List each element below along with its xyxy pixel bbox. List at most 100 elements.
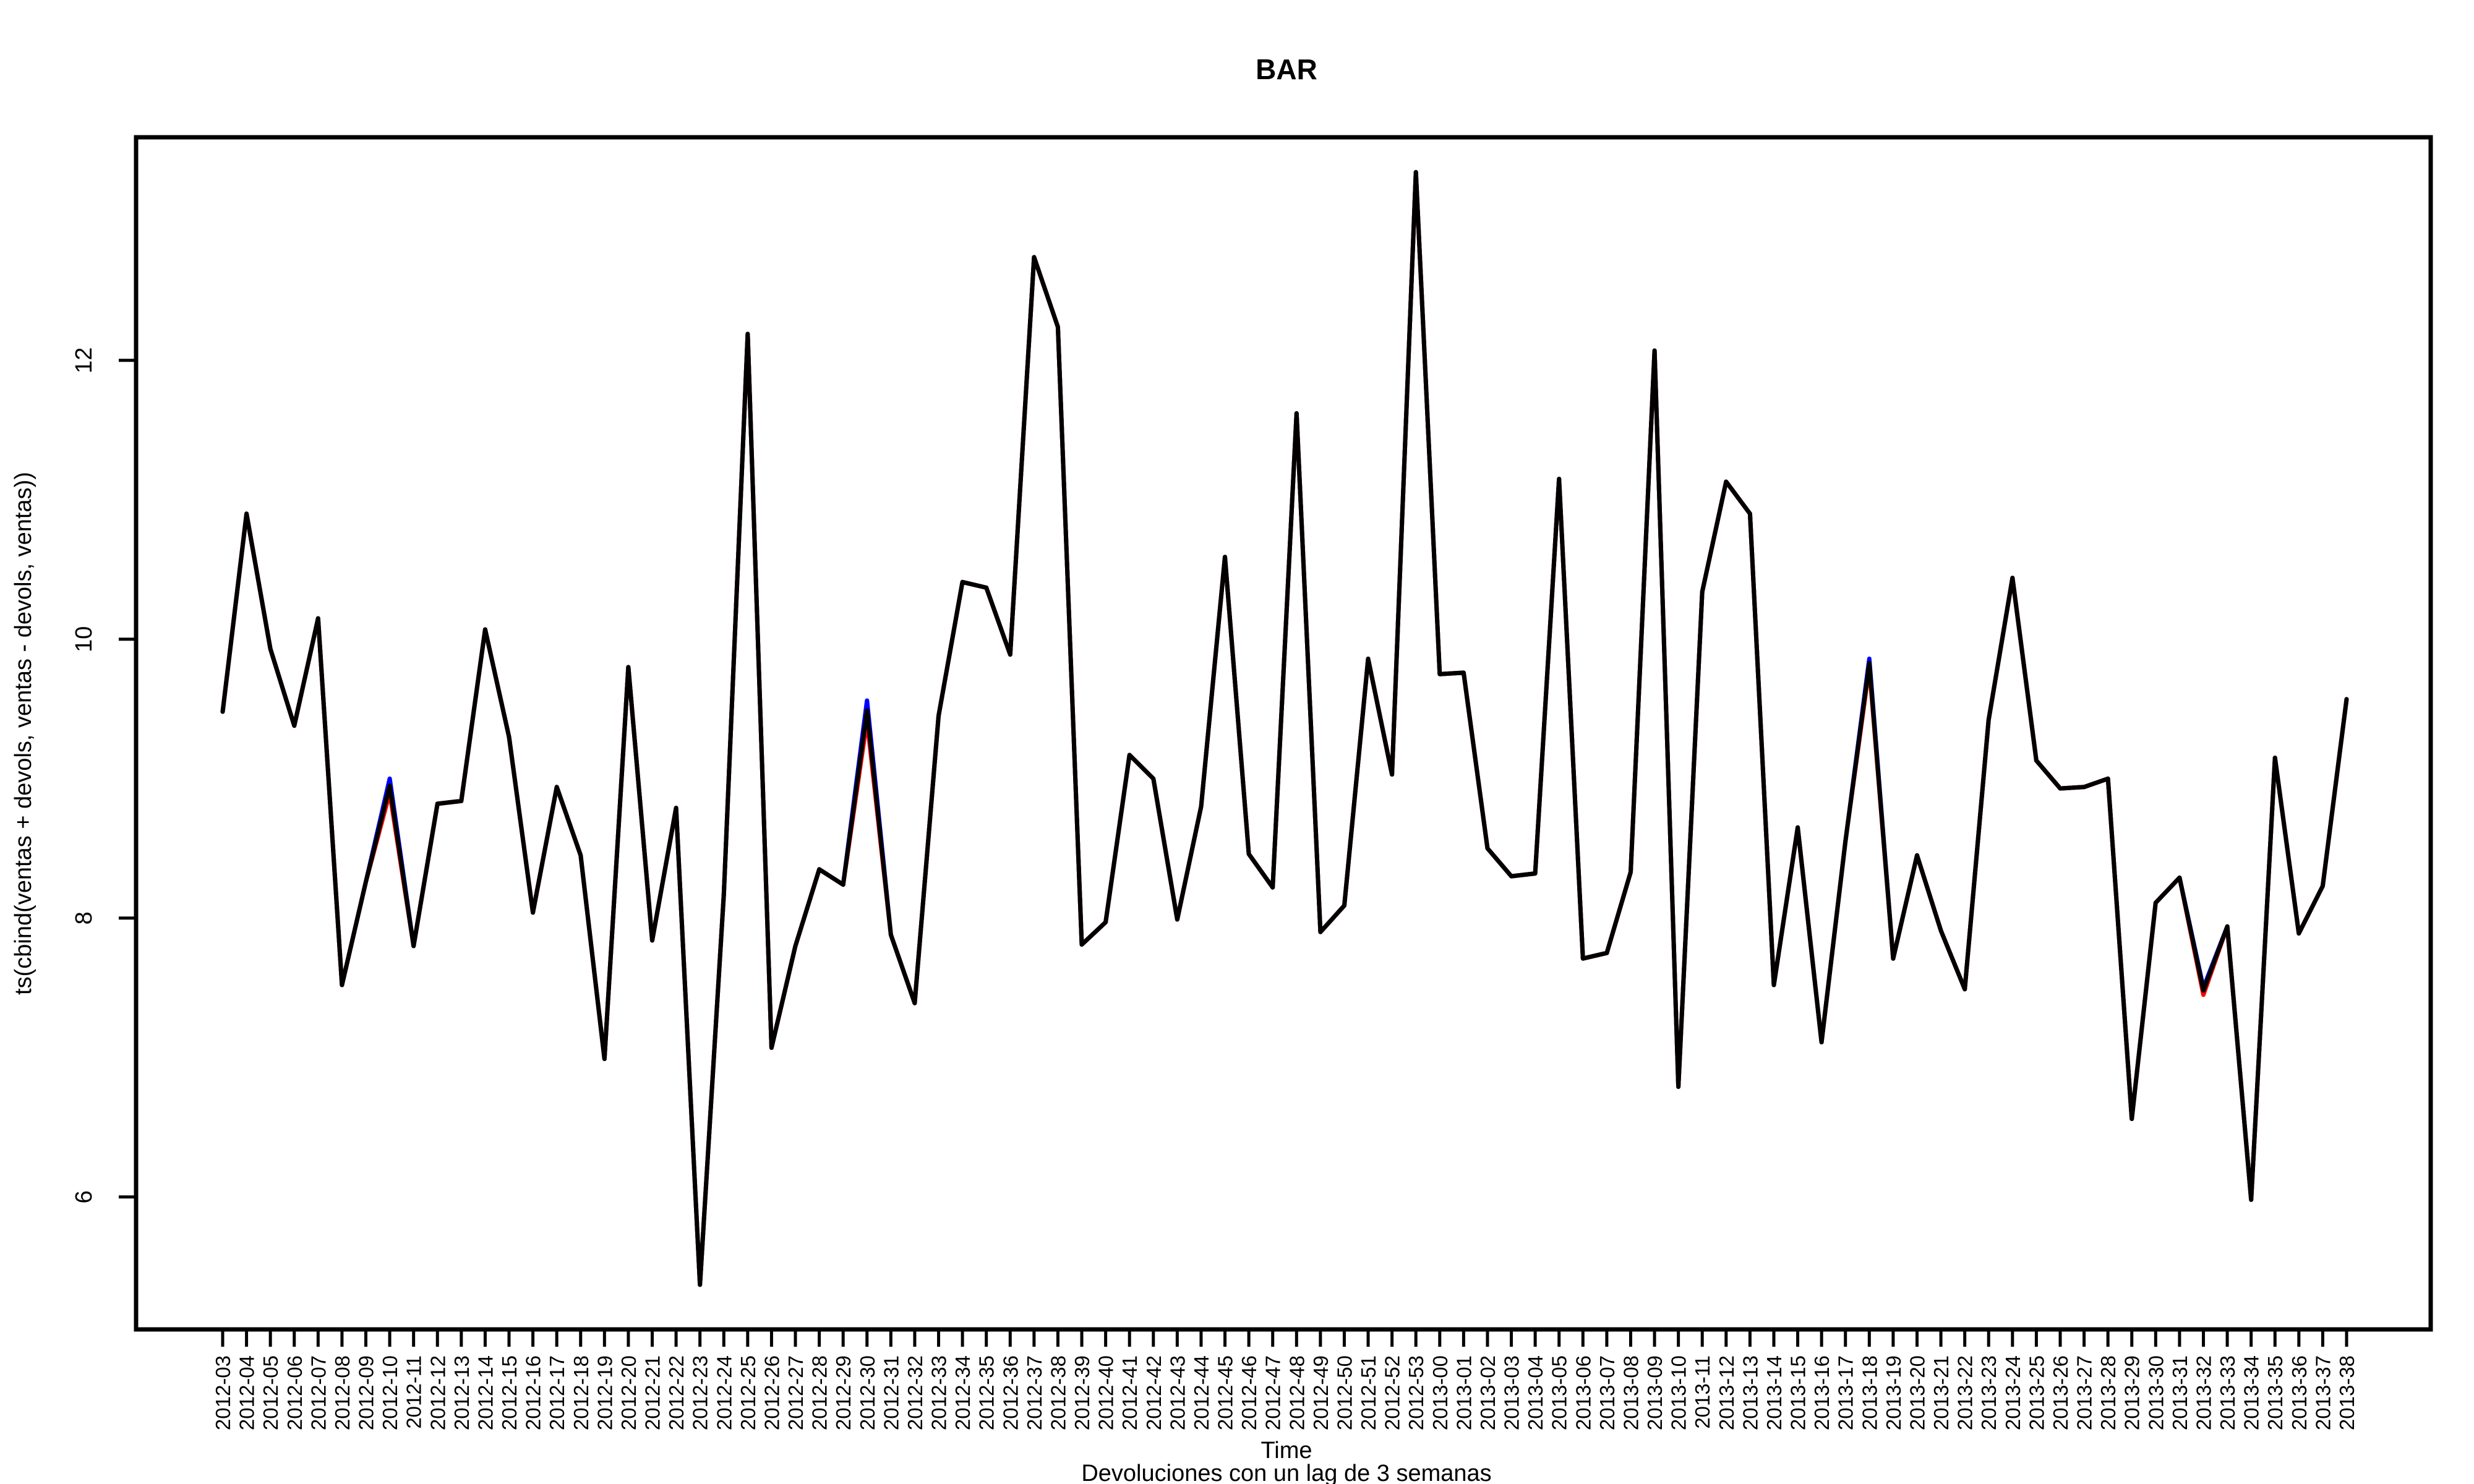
series-line-3 (220, 169, 2349, 1287)
x-tick-label: 2013-22 (1954, 1355, 1977, 1430)
x-tick-label: 2012-28 (808, 1355, 831, 1430)
x-tick-label: 2012-23 (689, 1355, 712, 1430)
x-tick-label: 2013-11 (1691, 1355, 1714, 1429)
x-tick-label: 2013-34 (2240, 1355, 2263, 1430)
y-tick-label: 10 (71, 626, 97, 652)
x-tick-label: 2012-37 (1023, 1355, 1046, 1430)
x-tick-label: 2012-27 (784, 1355, 807, 1430)
x-tick-label: 2012-16 (522, 1355, 545, 1430)
x-tick-label: 2012-52 (1381, 1355, 1404, 1430)
x-tick-label: 2013-12 (1715, 1355, 1738, 1430)
x-tick-label: 2013-03 (1500, 1355, 1523, 1430)
x-tick-label: 2012-26 (760, 1355, 783, 1430)
x-tick-label: 2012-33 (928, 1355, 951, 1430)
x-tick-label: 2012-04 (236, 1355, 259, 1430)
x-tick-label: 2013-32 (2192, 1355, 2215, 1430)
plot-frame (134, 135, 2433, 1332)
series-group (220, 169, 2349, 1287)
x-tick-label: 2012-45 (1214, 1355, 1237, 1430)
x-tick-label: 2012-08 (331, 1355, 354, 1430)
x-tick-label: 2013-18 (1858, 1355, 1881, 1430)
x-tick-label: 2012-42 (1142, 1355, 1165, 1430)
x-tick-label: 2013-13 (1739, 1355, 1761, 1430)
x-tick-label: 2013-31 (2168, 1355, 2191, 1430)
x-tick-label: 2012-48 (1285, 1355, 1308, 1430)
x-tick-label: 2012-05 (259, 1355, 282, 1430)
x-tick-label: 2013-26 (2049, 1355, 2072, 1430)
x-tick-label: 2013-08 (1619, 1355, 1642, 1430)
y-axis: 6 8 10 12 (71, 348, 136, 1203)
x-tick-label: 2013-02 (1476, 1355, 1499, 1430)
y-axis-label: ts(cbind(ventas + devols, ventas - devol… (11, 472, 36, 995)
x-tick-label: 2013-36 (2288, 1355, 2311, 1430)
x-tick-label: 2013-37 (2311, 1355, 2334, 1430)
x-tick-label: 2012-30 (856, 1355, 879, 1430)
x-tick-label: 2012-43 (1166, 1355, 1189, 1430)
x-tick-label: 2013-25 (2025, 1355, 2048, 1430)
x-tick-label: 2012-09 (355, 1355, 378, 1430)
series-1 (220, 169, 2349, 1287)
x-tick-label: 2012-18 (570, 1355, 593, 1430)
x-tick-label: 2012-49 (1309, 1355, 1332, 1430)
x-tick-label: 2012-11 (403, 1355, 426, 1429)
x-tick-label: 2013-27 (2073, 1355, 2096, 1430)
x-tick-label: 2012-53 (1405, 1355, 1427, 1430)
x-tick-label: 2013-38 (2335, 1355, 2358, 1430)
x-tick-label: 2012-06 (283, 1355, 306, 1430)
x-tick-label: 2012-07 (307, 1355, 330, 1430)
x-tick-label: 2012-34 (951, 1355, 974, 1430)
x-tick-label: 2012-29 (832, 1355, 855, 1430)
x-tick-label: 2013-19 (1882, 1355, 1905, 1430)
x-tick-label: 2012-17 (546, 1355, 568, 1430)
x-tick-label: 2013-23 (1977, 1355, 2000, 1430)
x-tick-label: 2012-35 (975, 1355, 998, 1430)
x-tick-label: 2012-51 (1357, 1355, 1380, 1430)
y-tick-label: 8 (71, 911, 97, 924)
x-tick-label: 2012-03 (212, 1355, 234, 1430)
x-axis: 2012-03 2012-04 2012-05 2012-06 2012-07 2012-… (212, 1329, 2358, 1430)
x-tick-label: 2012-22 (665, 1355, 688, 1430)
series-line-1 (220, 169, 2349, 1287)
x-tick-label: 2013-09 (1643, 1355, 1666, 1430)
x-tick-label: 2013-33 (2216, 1355, 2239, 1430)
x-tick-label: 2012-46 (1238, 1355, 1261, 1430)
x-tick-label: 2012-21 (641, 1355, 664, 1430)
x-tick-label: 2012-39 (1071, 1355, 1094, 1430)
x-tick-label: 2012-25 (737, 1355, 760, 1430)
series-line-2 (220, 169, 2349, 1287)
x-tick-label: 2013-28 (2097, 1355, 2120, 1430)
x-tick-label: 2013-17 (1834, 1355, 1857, 1430)
x-tick-label: 2013-15 (1787, 1355, 1810, 1430)
x-tick-label: 2012-14 (474, 1355, 497, 1430)
x-tick-label: 2013-14 (1763, 1355, 1786, 1430)
x-tick-label: 2013-30 (2144, 1355, 2167, 1430)
x-tick-label: 2012-19 (593, 1355, 616, 1430)
series-3 (220, 169, 2349, 1287)
x-tick-label: 2013-04 (1524, 1355, 1547, 1430)
x-tick-label: 2012-36 (999, 1355, 1022, 1430)
x-tick-label: 2012-10 (379, 1355, 401, 1430)
x-tick-label: 2013-01 (1452, 1355, 1475, 1430)
x-tick-label: 2012-24 (713, 1355, 735, 1430)
x-tick-label: 2013-06 (1572, 1355, 1594, 1430)
chart-subtitle: Devoluciones con un lag de 3 semanas (1081, 1461, 1491, 1484)
x-tick-label: 2013-10 (1667, 1355, 1690, 1430)
y-tick-label: 6 (71, 1190, 97, 1203)
x-tick-label: 2013-16 (1810, 1355, 1833, 1430)
x-tick-label: 2012-50 (1333, 1355, 1356, 1430)
series-2 (220, 169, 2349, 1287)
x-tick-label: 2013-20 (1906, 1355, 1928, 1430)
x-tick-label: 2013-05 (1548, 1355, 1571, 1430)
x-tick-label: 2012-44 (1190, 1355, 1213, 1430)
x-tick-label: 2013-29 (2121, 1355, 2144, 1430)
x-tick-label: 2012-38 (1047, 1355, 1069, 1430)
x-tick-label: 2012-47 (1262, 1355, 1285, 1430)
x-tick-label: 2013-35 (2264, 1355, 2287, 1430)
x-tick-label: 2013-07 (1596, 1355, 1619, 1430)
x-tick-label: 2012-15 (498, 1355, 521, 1430)
x-tick-label: 2012-41 (1118, 1355, 1141, 1430)
x-tick-label: 2013-00 (1429, 1355, 1452, 1430)
x-tick-label: 2012-12 (426, 1355, 449, 1430)
x-tick-label: 2012-20 (617, 1355, 640, 1430)
